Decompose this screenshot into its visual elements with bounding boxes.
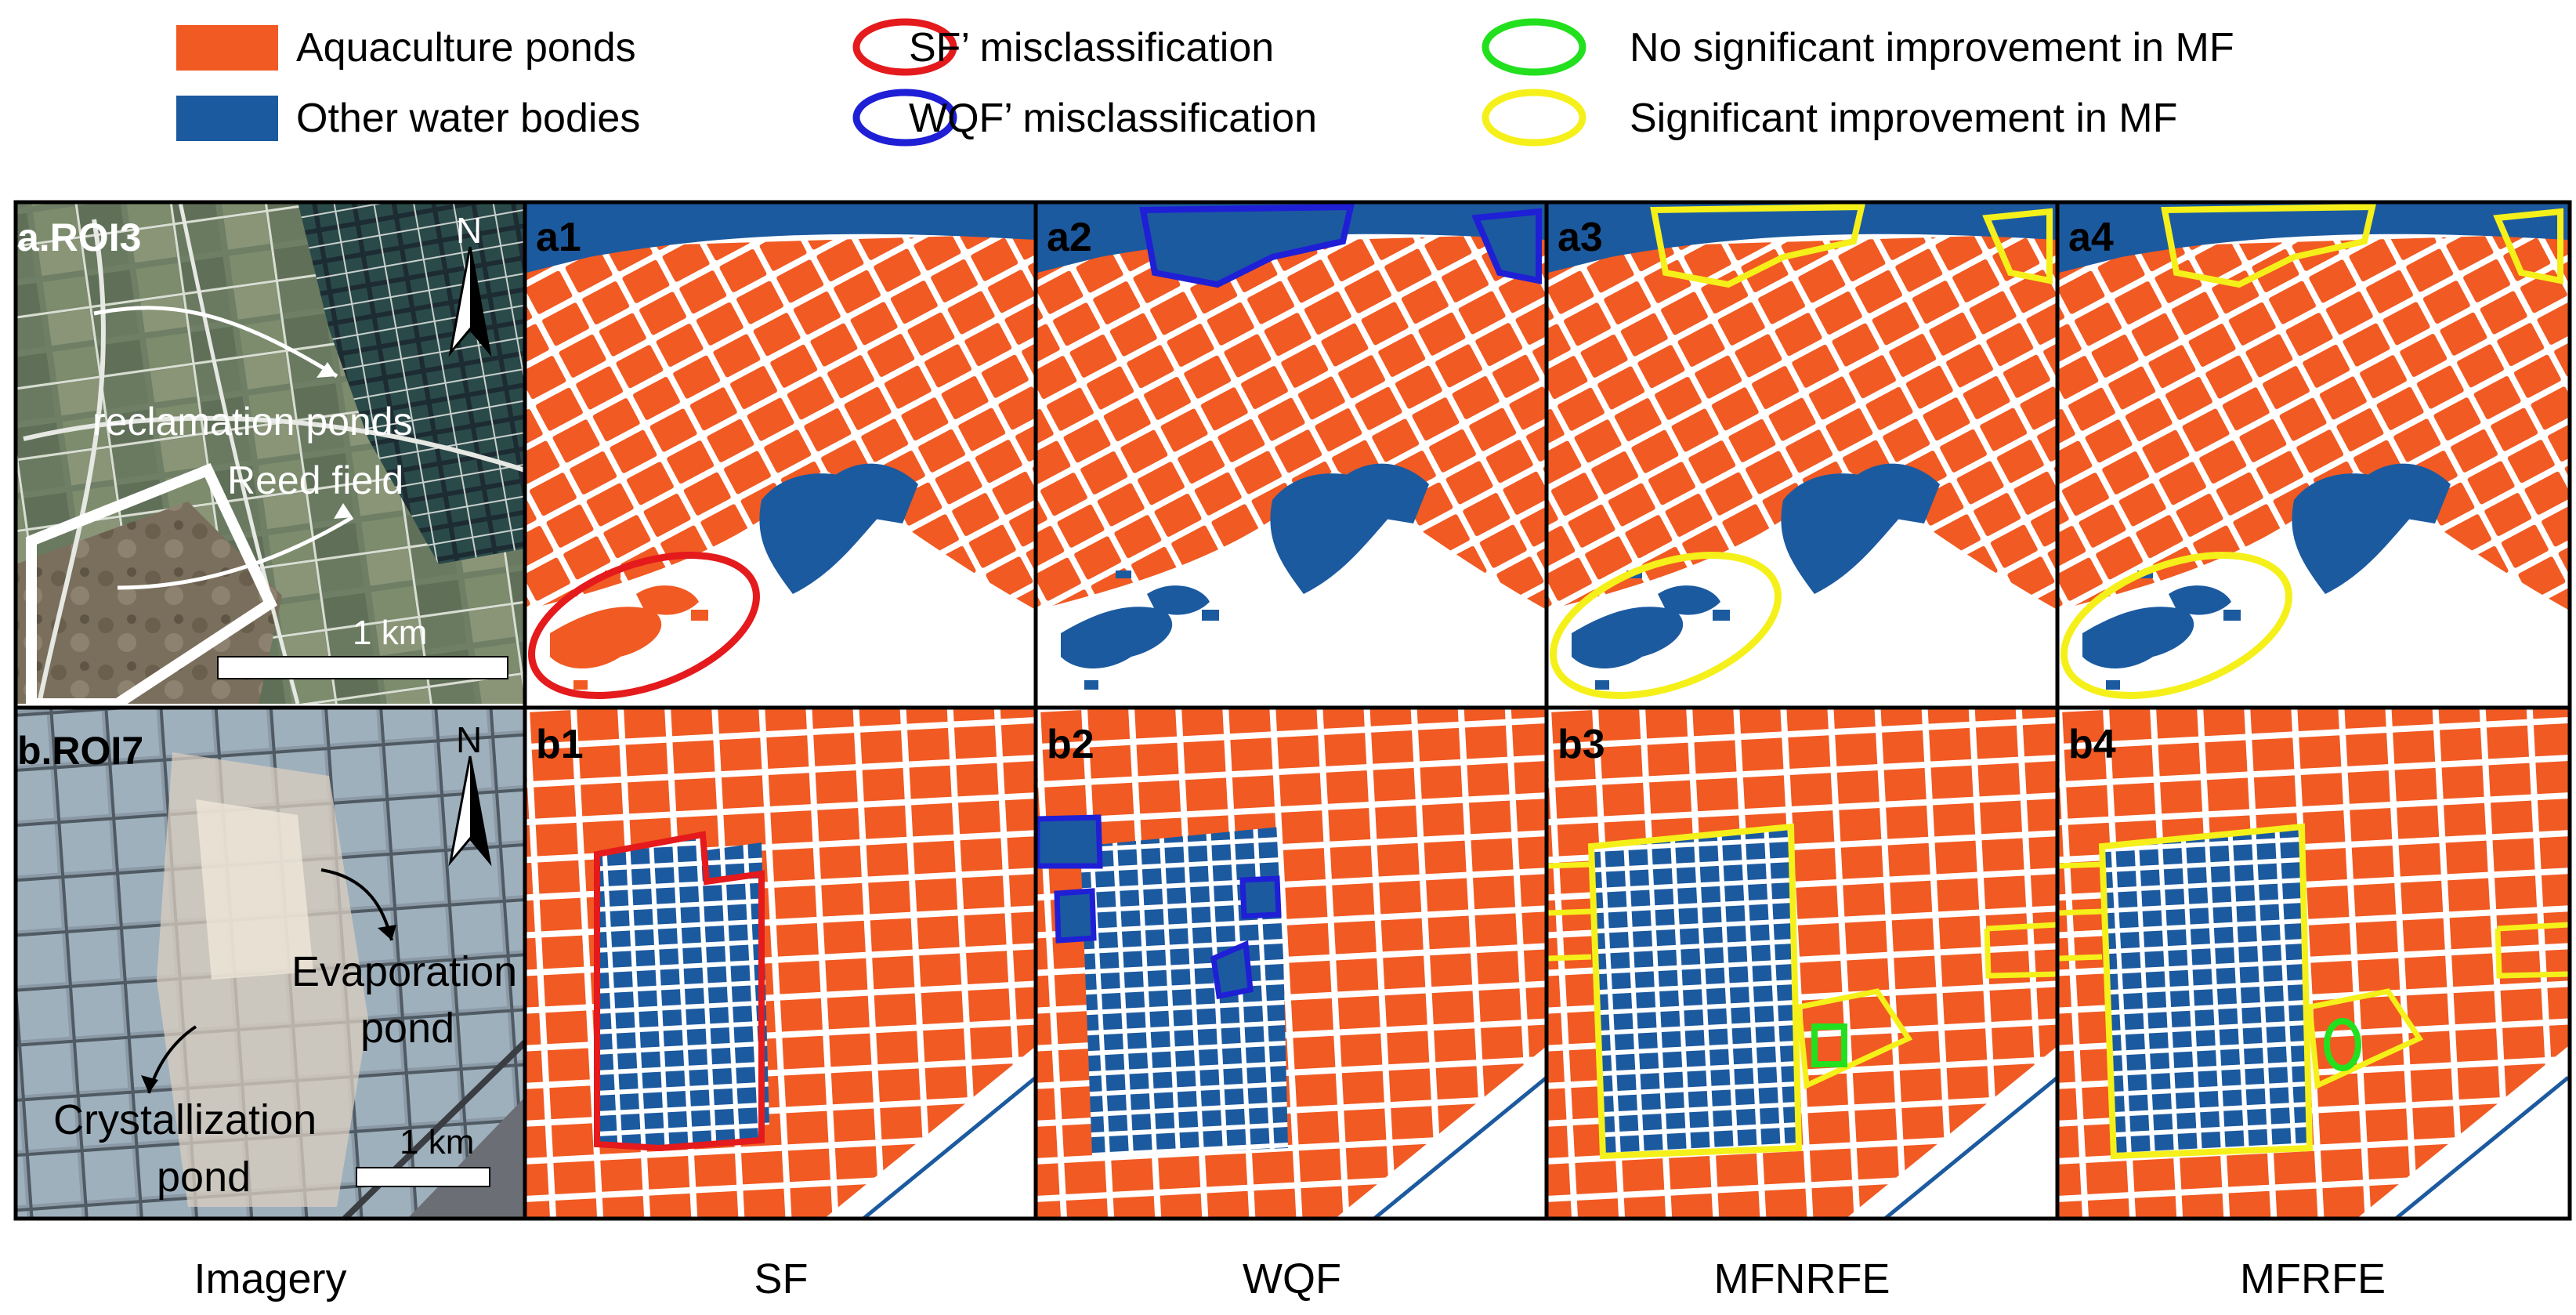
annotation-crystallization-pond: pond <box>157 1154 251 1201</box>
scale-bar <box>217 656 508 679</box>
scale-label: 1 km <box>400 1123 474 1161</box>
north-label: N <box>456 210 482 251</box>
column-title-mfnrfe: MFNRFE <box>1714 1255 1890 1302</box>
imagery-roi7: N b.ROI7 Evaporation pond Crystallizatio… <box>16 709 527 1221</box>
roi-label: b.ROI7 <box>17 729 143 773</box>
roi-label: a.ROI3 <box>17 216 141 259</box>
panel-label: b3 <box>1558 722 1605 767</box>
panel-b4: b4 <box>2058 709 2570 1220</box>
legend-swatch-sf-misclass <box>852 18 957 76</box>
legend-swatch-no-improvement <box>1482 18 1586 76</box>
grid-frame <box>13 200 2572 1221</box>
panel-b3: b3 <box>1547 709 2059 1220</box>
panel-a4: a4 <box>2059 202 2568 708</box>
scale-bar <box>356 1167 490 1187</box>
legend: Aquaculture ponds Other water bodies SF’… <box>176 18 2234 147</box>
north-arrow-icon <box>448 755 492 867</box>
legend-label-no-improvement: No significant improvement in MF <box>1630 25 2234 71</box>
panel-label: a3 <box>1558 215 1603 260</box>
annotation-crystallization: Crystallization <box>53 1096 317 1143</box>
column-title-sf: SF <box>754 1255 808 1302</box>
column-title-wqf: WQF <box>1243 1255 1341 1302</box>
legend-swatch-wqf-misclass <box>852 89 957 147</box>
annotation-reed-field: Reed field <box>227 458 403 502</box>
legend-label-sf-misclass: SF’ misclassification <box>909 25 1274 71</box>
annotation-evaporation: Evaporation <box>291 948 517 995</box>
annotation-reclamation-ponds: reclamation ponds <box>92 400 413 444</box>
panel-label: b4 <box>2068 722 2116 767</box>
legend-swatch-aquaculture <box>176 25 278 71</box>
panel-label: b2 <box>1047 722 1094 767</box>
column-title-mfrfe: MFRFE <box>2240 1255 2386 1302</box>
panel-label: a2 <box>1047 215 1092 260</box>
scale-label: 1 km <box>353 614 427 652</box>
panel-a3: a3 <box>1548 202 2057 708</box>
panel-label: a1 <box>536 215 581 260</box>
panel-b1: b1 <box>526 709 1037 1220</box>
north-arrow-icon <box>448 246 492 357</box>
column-titles: Imagery SF WQF MFNRFE MFRFE <box>194 1255 2386 1302</box>
legend-label-aquaculture: Aquaculture ponds <box>296 25 636 71</box>
legend-swatch-other-water <box>176 96 278 141</box>
annotation-evaporation-pond: pond <box>360 1005 454 1052</box>
legend-swatch-improvement <box>1482 89 1586 147</box>
panel-a1: a1 <box>526 202 1036 708</box>
panel-label: b1 <box>536 722 584 767</box>
legend-label-wqf-misclass: WQF’ misclassification <box>909 96 1317 141</box>
imagery-roi3: N a.ROI3 reclamation ponds Reed field 1 … <box>16 201 526 709</box>
north-label: N <box>456 719 482 760</box>
panel-a2: a2 <box>1037 202 1547 708</box>
legend-label-other-water: Other water bodies <box>296 96 640 141</box>
panel-b2: b2 <box>1034 709 1548 1220</box>
column-title-imagery: Imagery <box>194 1255 346 1302</box>
legend-label-improvement: Significant improvement in MF <box>1630 96 2177 141</box>
panel-label: a4 <box>2068 215 2114 260</box>
